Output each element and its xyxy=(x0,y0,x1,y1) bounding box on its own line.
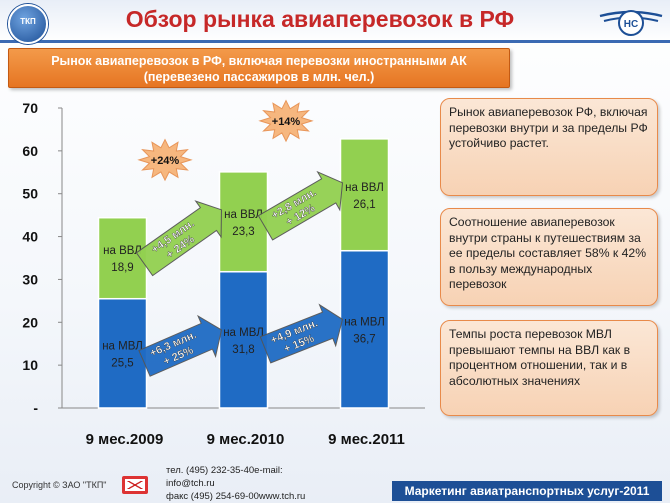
info-box-ratio: Соотношение авиаперевозок внутри страны … xyxy=(440,208,658,306)
bar-data-label: 25,5 xyxy=(111,357,133,369)
company-logo: ТКП xyxy=(8,4,48,44)
contact-info: тел. (495) 232-35-40e-mail: info@tch.ru … xyxy=(166,464,305,503)
growth-arrow-мвл xyxy=(138,314,223,377)
info-box-text: Рынок авиаперевозок РФ, включая перевозк… xyxy=(449,105,648,150)
svg-text:НС: НС xyxy=(624,19,638,30)
info-box-market-growth: Рынок авиаперевозок РФ, включая перевозк… xyxy=(440,98,658,196)
subtitle-line-2: (перевезено пассажиров в млн. чел.) xyxy=(143,70,375,84)
subtitle-line-1: Рынок авиаперевозок в РФ, включая перево… xyxy=(51,54,467,68)
y-tick-label: 70 xyxy=(22,100,38,116)
footer-brand-label: Маркетинг авиатранспортных услуг-2011 xyxy=(392,481,662,501)
bar-data-label: на МВЛ xyxy=(102,340,143,352)
bar-data-label: 18,9 xyxy=(111,262,133,274)
bar-data-label: на ВВЛ xyxy=(224,209,263,221)
fax-text: факс (495) 254-69-00www.tch.ru xyxy=(166,491,306,502)
x-category-label: 9 мес.2009 xyxy=(86,431,164,448)
x-category-label: 9 мес.2011 xyxy=(328,431,405,448)
bar-data-label: на МВЛ xyxy=(223,327,264,339)
bar-мвл-0 xyxy=(97,297,148,409)
bar-data-label: на ВВЛ xyxy=(345,182,384,194)
y-tick-label: 50 xyxy=(22,186,38,202)
bar-data-label: 31,8 xyxy=(232,344,254,356)
info-box-growth-rate: Темпы роста перевозок МВЛ превышают темп… xyxy=(440,320,658,416)
y-tick-label: 10 xyxy=(22,357,38,373)
bar-data-label: 23,3 xyxy=(232,226,254,238)
bar-data-label: 26,1 xyxy=(353,199,375,211)
y-tick-label: 20 xyxy=(22,314,38,330)
header-bar xyxy=(0,0,670,42)
y-tick-label: 60 xyxy=(22,143,38,159)
page-title: Обзор рынка авиаперевозок в РФ xyxy=(125,6,515,32)
header-divider xyxy=(0,40,670,43)
x-category-label: 9 мес.2010 xyxy=(207,431,285,448)
total-growth-starburst xyxy=(258,99,314,143)
bar-data-label: на МВЛ xyxy=(344,316,385,328)
bar-мвл-1 xyxy=(218,270,269,409)
total-growth-starburst xyxy=(137,138,193,182)
y-tick-label: - xyxy=(33,400,38,416)
railway-logo-icon: НС xyxy=(599,10,663,36)
bar-data-label: 36,7 xyxy=(353,333,375,345)
bar-ввл-0 xyxy=(97,216,148,300)
total-growth-label: +14% xyxy=(272,116,301,128)
logo-text: ТКП xyxy=(20,17,36,26)
y-tick-label: 30 xyxy=(22,271,38,287)
growth-arrow-ввл xyxy=(257,170,344,241)
bar-ввл-1 xyxy=(218,171,269,273)
bar-ввл-2 xyxy=(339,138,390,252)
y-tick-label: 40 xyxy=(22,229,38,245)
bar-data-label: на ВВЛ xyxy=(103,245,142,257)
chart-subtitle-box: Рынок авиаперевозок в РФ, включая перево… xyxy=(8,48,510,88)
growth-arrow-ввл xyxy=(135,200,223,277)
stacked-bar-chart: - 10 20 30 40 50 60 70 на МВЛ 25,5 на МВЛ 31,8 на МВ… xyxy=(22,99,425,448)
growth-arrow-мвл xyxy=(259,303,344,364)
mail-icon xyxy=(122,476,148,494)
phone-text: тел. (495) 232-35-40e-mail: xyxy=(166,465,283,476)
copyright-text: Copyright © ЗАО "ТКП" xyxy=(12,480,107,490)
bar-мвл-2 xyxy=(339,249,390,409)
email-link[interactable]: info@tch.ru xyxy=(166,478,215,489)
info-box-text: Темпы роста перевозок МВЛ превышают темп… xyxy=(449,327,631,388)
total-growth-label: +24% xyxy=(151,155,180,167)
info-box-text: Соотношение авиаперевозок внутри страны … xyxy=(449,215,647,291)
